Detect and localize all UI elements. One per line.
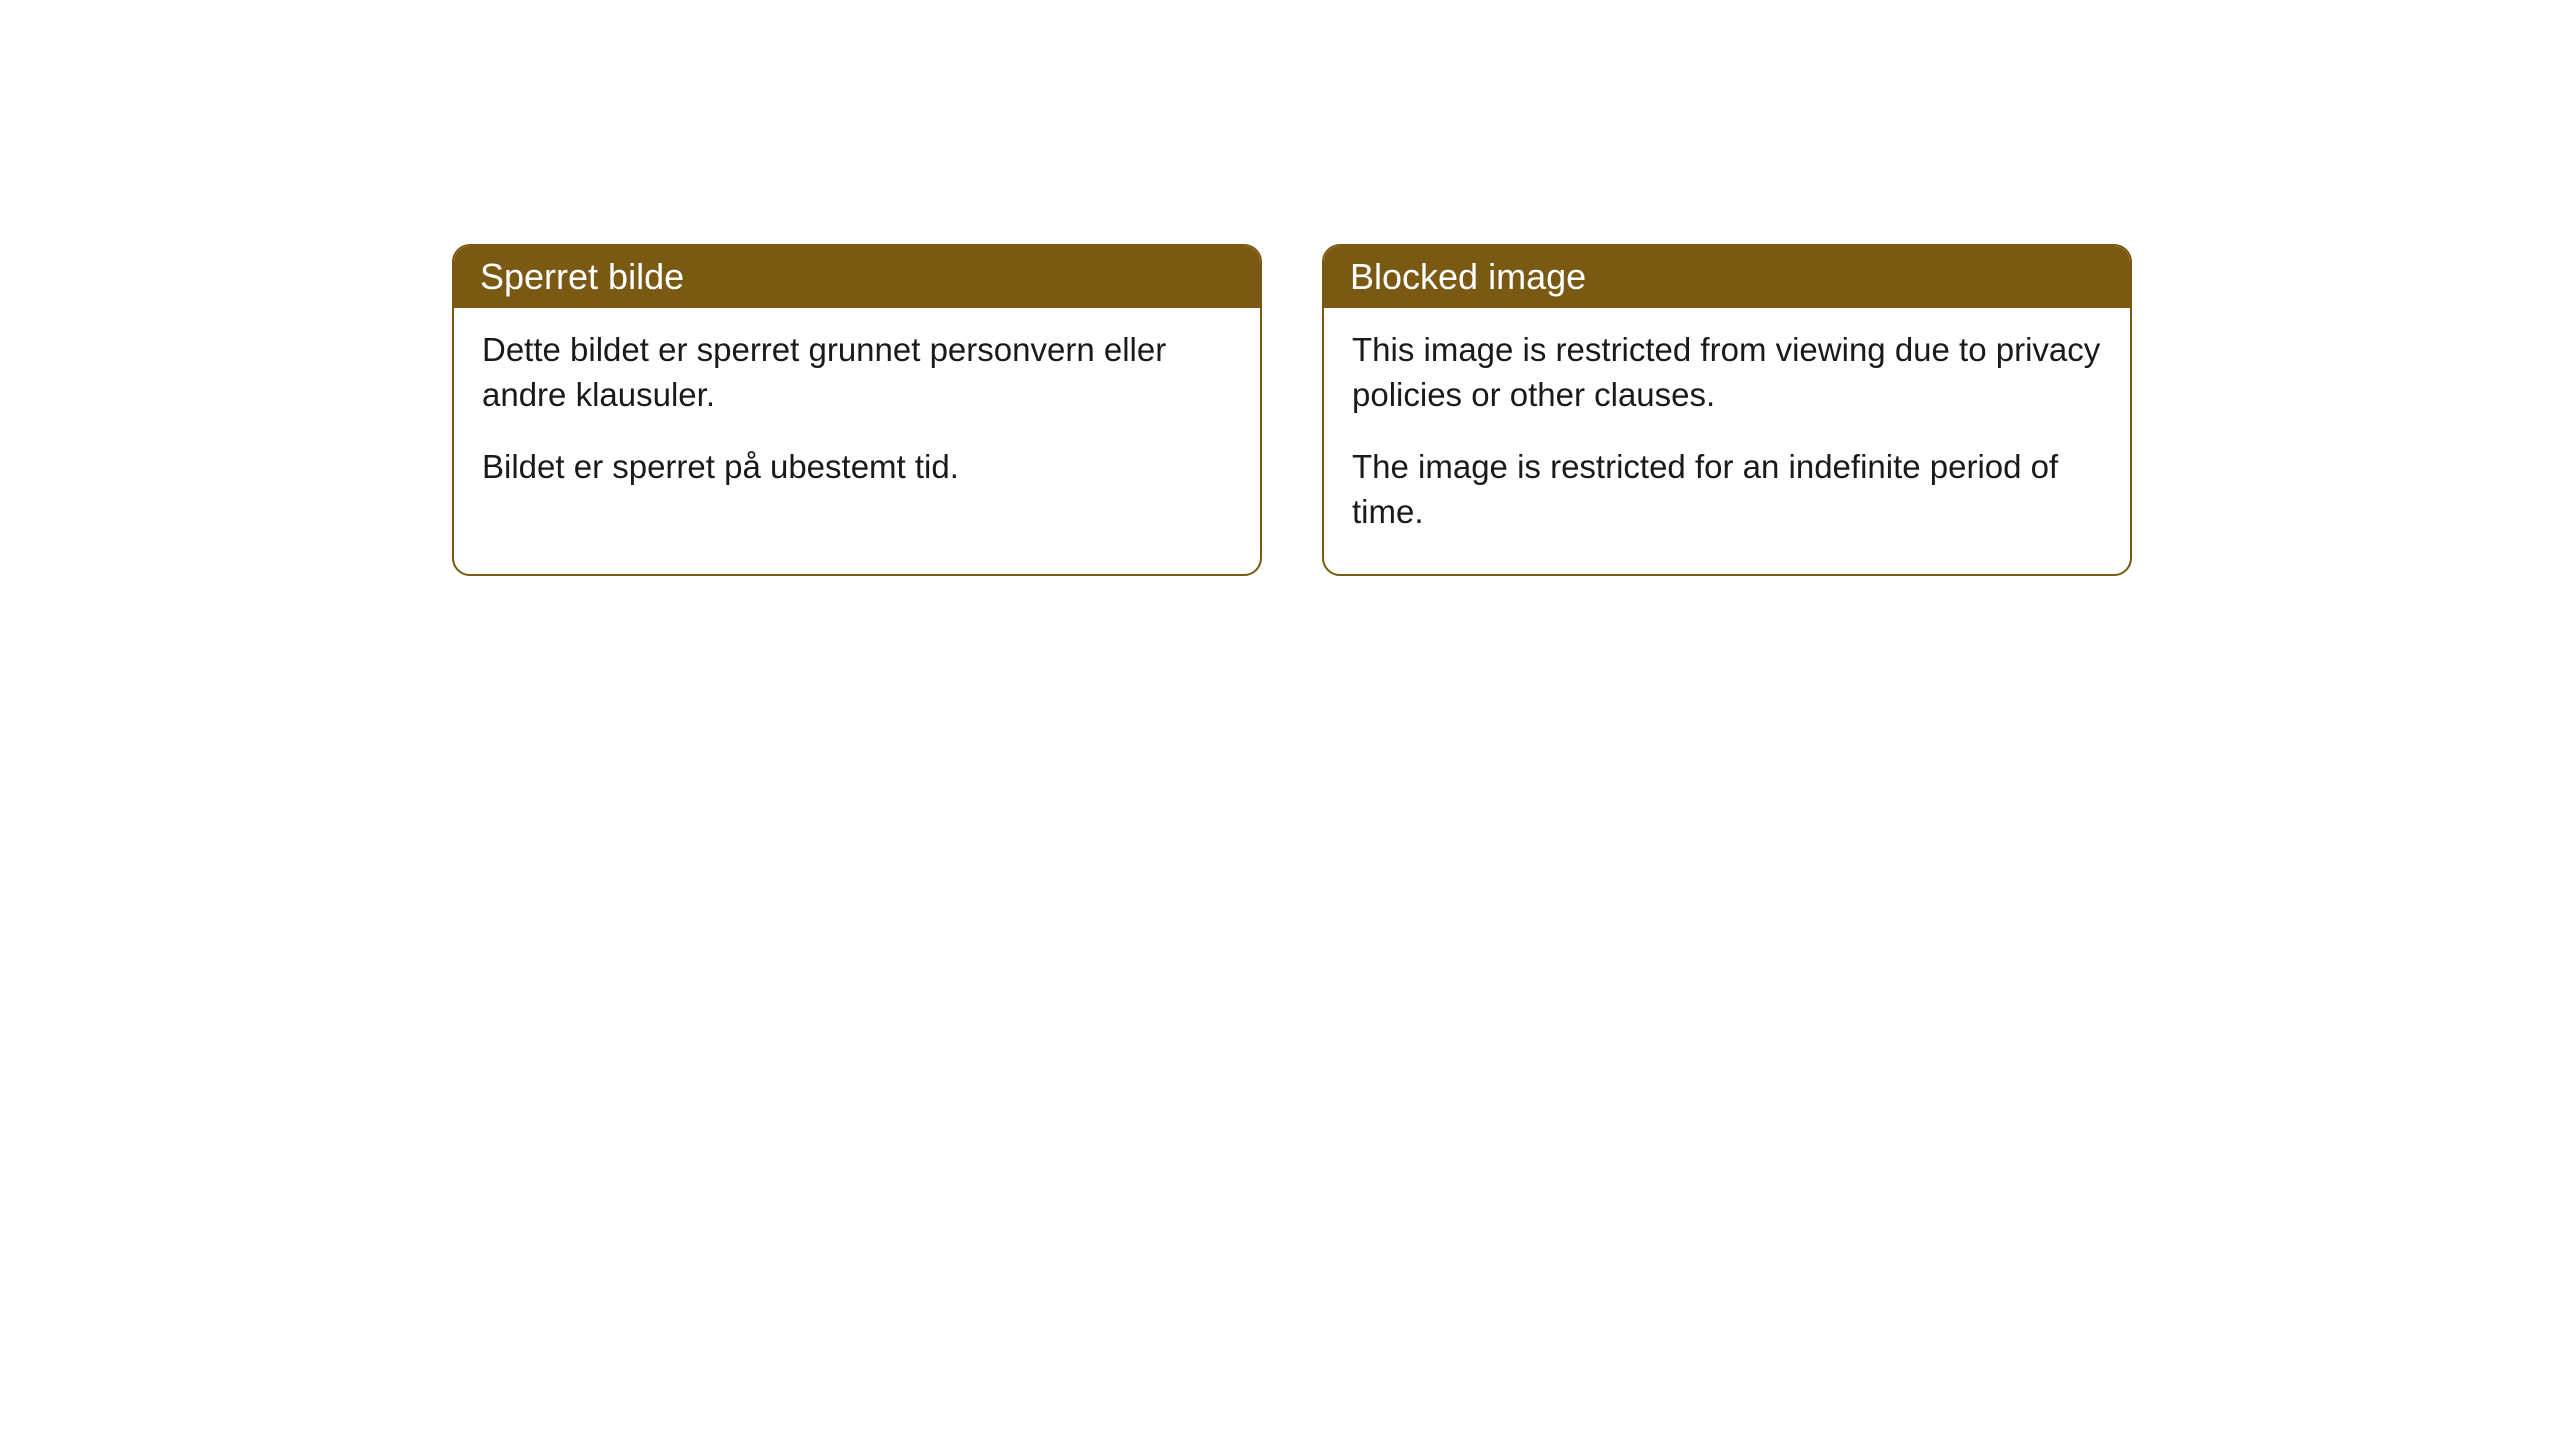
card-paragraph: Dette bildet er sperret grunnet personve…: [482, 328, 1232, 417]
blocked-image-card-norwegian: Sperret bilde Dette bildet er sperret gr…: [452, 244, 1262, 576]
card-body: Dette bildet er sperret grunnet personve…: [454, 308, 1260, 530]
blocked-image-notice-container: Sperret bilde Dette bildet er sperret gr…: [452, 244, 2132, 576]
card-title: Blocked image: [1350, 256, 1586, 297]
card-paragraph: This image is restricted from viewing du…: [1352, 328, 2102, 417]
card-paragraph: The image is restricted for an indefinit…: [1352, 445, 2102, 534]
card-header: Sperret bilde: [454, 246, 1260, 308]
card-paragraph: Bildet er sperret på ubestemt tid.: [482, 445, 1232, 490]
card-header: Blocked image: [1324, 246, 2130, 308]
card-body: This image is restricted from viewing du…: [1324, 308, 2130, 574]
blocked-image-card-english: Blocked image This image is restricted f…: [1322, 244, 2132, 576]
card-title: Sperret bilde: [480, 256, 684, 297]
